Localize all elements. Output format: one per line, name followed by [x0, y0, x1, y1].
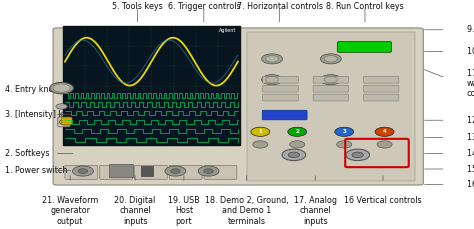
- Text: 3: 3: [342, 129, 346, 134]
- Circle shape: [56, 104, 67, 109]
- FancyBboxPatch shape: [364, 85, 399, 92]
- Circle shape: [352, 152, 364, 158]
- Text: 7. Horizontal controls: 7. Horizontal controls: [237, 2, 323, 11]
- Text: 6. Trigger controls: 6. Trigger controls: [167, 2, 240, 11]
- FancyBboxPatch shape: [364, 94, 399, 101]
- Circle shape: [324, 56, 337, 62]
- Bar: [63, 26, 240, 145]
- Circle shape: [53, 84, 70, 92]
- Circle shape: [50, 82, 73, 94]
- Circle shape: [282, 149, 306, 161]
- Text: 8. Run Control keys: 8. Run Control keys: [326, 2, 404, 11]
- Circle shape: [73, 166, 93, 176]
- Text: 18. Demo 2, Ground,
and Demo 1
terminals: 18. Demo 2, Ground, and Demo 1 terminals: [205, 196, 288, 226]
- Circle shape: [335, 127, 354, 136]
- Circle shape: [262, 54, 283, 64]
- Text: 1: 1: [258, 129, 262, 134]
- FancyBboxPatch shape: [313, 94, 348, 101]
- Text: 13. Waveform keys: 13. Waveform keys: [467, 133, 474, 142]
- FancyBboxPatch shape: [313, 76, 348, 83]
- FancyBboxPatch shape: [62, 117, 72, 125]
- Text: 2: 2: [295, 129, 299, 134]
- Circle shape: [337, 141, 352, 148]
- Text: 10. [Auto Scale] key: 10. [Auto Scale] key: [467, 47, 474, 56]
- Circle shape: [262, 75, 283, 85]
- FancyBboxPatch shape: [364, 76, 399, 83]
- Bar: [247, 32, 415, 181]
- Text: 16 Vertical controls: 16 Vertical controls: [344, 196, 422, 205]
- Text: Agilent: Agilent: [219, 28, 237, 33]
- Circle shape: [346, 149, 370, 161]
- FancyBboxPatch shape: [65, 165, 98, 179]
- Text: 4: 4: [383, 129, 386, 134]
- FancyBboxPatch shape: [169, 165, 202, 179]
- Text: 11. Additional
waveform
controls: 11. Additional waveform controls: [467, 69, 474, 98]
- Circle shape: [251, 127, 270, 136]
- Text: 3. [Intensity] key: 3. [Intensity] key: [5, 110, 73, 119]
- Text: 9. [Default Setup] key: 9. [Default Setup] key: [467, 25, 474, 34]
- Text: 21. Waveform
generator
output: 21. Waveform generator output: [42, 196, 98, 226]
- Circle shape: [375, 127, 394, 136]
- Text: 2. Softkeys: 2. Softkeys: [5, 149, 49, 158]
- Circle shape: [290, 141, 305, 148]
- Bar: [141, 166, 153, 176]
- Circle shape: [165, 166, 186, 176]
- Text: 14. File keys: 14. File keys: [467, 149, 474, 158]
- Bar: [109, 164, 133, 177]
- Circle shape: [198, 166, 219, 176]
- Text: 1. Power switch: 1. Power switch: [5, 166, 67, 175]
- FancyBboxPatch shape: [313, 85, 348, 92]
- Circle shape: [204, 169, 213, 173]
- Circle shape: [265, 76, 279, 83]
- FancyBboxPatch shape: [263, 94, 298, 101]
- Circle shape: [171, 169, 180, 173]
- Text: 16 Vertical controls: 16 Vertical controls: [467, 180, 474, 189]
- FancyBboxPatch shape: [262, 110, 307, 120]
- FancyBboxPatch shape: [53, 28, 423, 185]
- Circle shape: [265, 56, 279, 62]
- Circle shape: [59, 120, 69, 124]
- FancyBboxPatch shape: [263, 76, 298, 83]
- FancyBboxPatch shape: [135, 165, 167, 179]
- FancyBboxPatch shape: [100, 165, 133, 179]
- Circle shape: [253, 141, 268, 148]
- Text: 15. [Help] key: 15. [Help] key: [467, 164, 474, 174]
- Text: 19. USB
Host
port: 19. USB Host port: [168, 196, 200, 226]
- Text: 4. Entry knob: 4. Entry knob: [5, 85, 58, 94]
- FancyBboxPatch shape: [58, 117, 70, 127]
- Circle shape: [288, 152, 300, 158]
- FancyBboxPatch shape: [204, 165, 237, 179]
- Circle shape: [320, 54, 341, 64]
- FancyBboxPatch shape: [337, 42, 392, 52]
- Circle shape: [377, 141, 392, 148]
- Text: 5. Tools keys: 5. Tools keys: [112, 2, 163, 11]
- FancyBboxPatch shape: [263, 85, 298, 92]
- Text: 12. Measure controls: 12. Measure controls: [467, 116, 474, 125]
- Circle shape: [320, 75, 341, 85]
- Circle shape: [324, 76, 337, 83]
- Text: 17. Analog
channel
inputs: 17. Analog channel inputs: [294, 196, 337, 226]
- Circle shape: [288, 127, 307, 136]
- Text: 20. Digital
channel
inputs: 20. Digital channel inputs: [114, 196, 156, 226]
- Circle shape: [78, 169, 88, 173]
